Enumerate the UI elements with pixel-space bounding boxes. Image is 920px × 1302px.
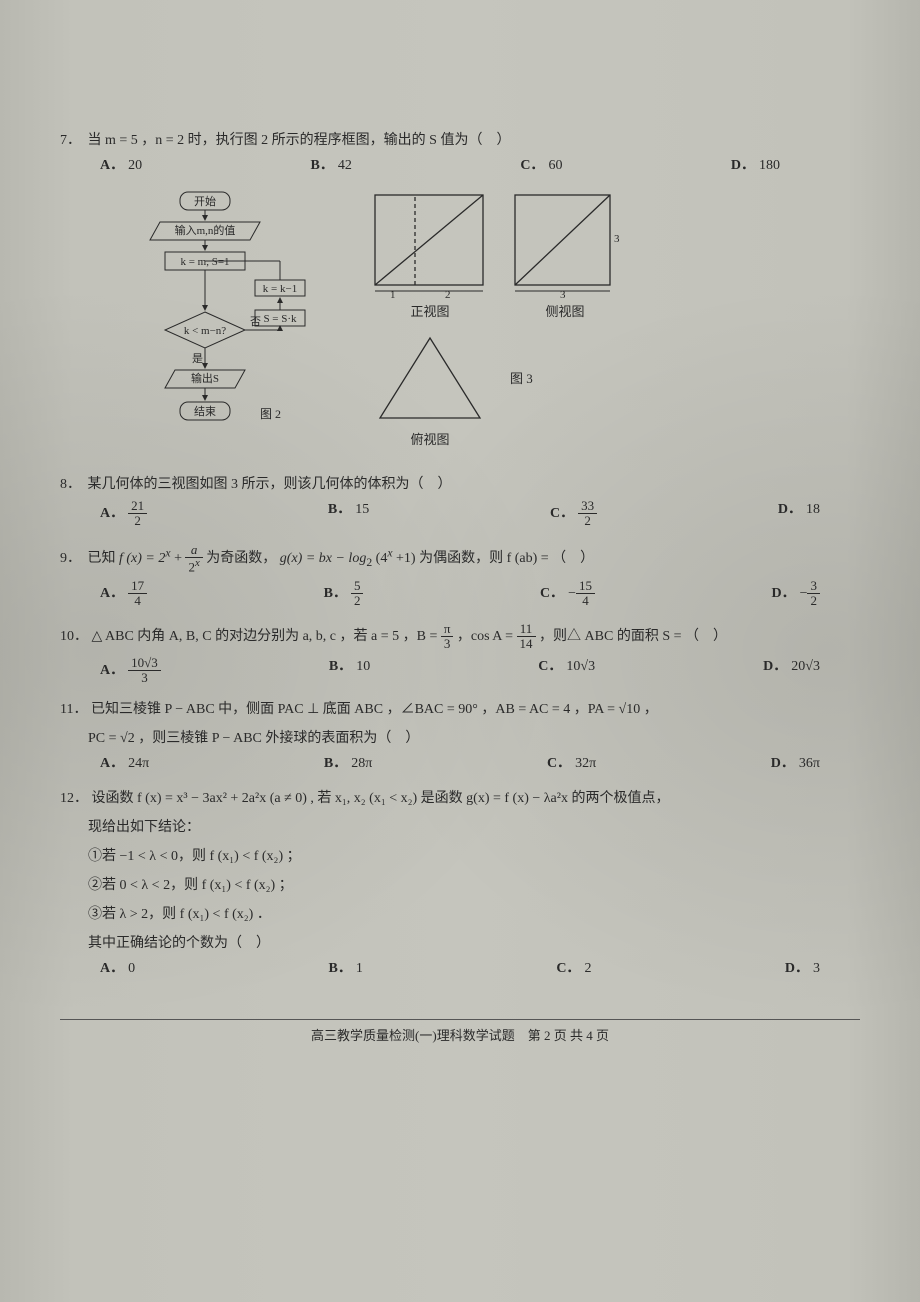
q10-opt-c: C．10√3 [538, 656, 595, 686]
front-view: 1 2 正视图 [370, 190, 490, 322]
q7-opt-a: A．20 [100, 155, 142, 176]
q10-opt-d: D．20√3 [763, 656, 820, 686]
svg-text:输出S: 输出S [191, 371, 219, 385]
q9-opt-b: B．52 [324, 579, 364, 609]
diagrams-row: 开始 输入m,n的值 k = m, S=1 k = k−1 S = S·k [100, 190, 860, 460]
side-view: 3 3 侧视图 [510, 190, 620, 322]
question-9: 9． 已知 f (x) = 2x + a2x 为奇函数， g(x) = bx −… [60, 543, 860, 609]
q7-opt-b: B．42 [311, 155, 352, 176]
svg-text:k < m−n?: k < m−n? [184, 325, 226, 337]
svg-text:图 2: 图 2 [260, 407, 281, 421]
flowchart-figure-2: 开始 输入m,n的值 k = m, S=1 k = k−1 S = S·k [100, 190, 330, 460]
question-11: 11． 已知三棱锥 P − ABC 中，侧面 PAC ⊥ 底面 ABC ，∠BA… [60, 699, 860, 774]
q7-num: 7． [60, 130, 84, 151]
q11-opt-c: C．32π [547, 753, 596, 774]
q8-options: A．212 B．15 C．332 D．18 [60, 499, 860, 529]
q9-opt-d: D．−32 [771, 579, 820, 609]
svg-text:开始: 开始 [194, 194, 216, 208]
svg-text:3: 3 [614, 233, 620, 245]
q9-options: A．174 B．52 C．−154 D．−32 [60, 579, 860, 609]
q10-opt-b: B．10 [329, 656, 370, 686]
q8-opt-b: B．15 [328, 499, 369, 529]
q7-opt-d: D．180 [731, 155, 780, 176]
footer-divider [60, 1019, 860, 1020]
q8-opt-a: A．212 [100, 499, 147, 529]
exam-page: 7． 当 m = 5 ，n = 2 时，执行图 2 所示的程序框图，输出的 S … [0, 0, 920, 1302]
q12-opt-a: A．0 [100, 958, 135, 979]
q12-opt-d: D．3 [785, 958, 820, 979]
q10-opt-a: A．10√33 [100, 656, 161, 686]
q11-opt-b: B．28π [324, 753, 372, 774]
q10-options: A．10√33 B．10 C．10√3 D．20√3 [60, 656, 860, 686]
svg-text:结束: 结束 [194, 405, 216, 418]
svg-text:k = k−1: k = k−1 [263, 283, 297, 295]
q11-opt-a: A．24π [100, 753, 149, 774]
q9-opt-a: A．174 [100, 579, 147, 609]
page-footer: 高三教学质量检测(一)理科数学试题 第 2 页 共 4 页 [60, 1026, 860, 1046]
q7-text: 当 m = 5 ，n = 2 时，执行图 2 所示的程序框图，输出的 S 值为（… [88, 133, 511, 148]
question-12: 12． 设函数 f (x) = x³ − 3ax² + 2a²x (a ≠ 0)… [60, 788, 860, 979]
q11-opt-d: D．36π [771, 753, 820, 774]
question-7: 7． 当 m = 5 ，n = 2 时，执行图 2 所示的程序框图，输出的 S … [60, 130, 860, 176]
q11-options: A．24π B．28π C．32π D．36π [60, 753, 860, 774]
q12-options: A．0 B．1 C．2 D．3 [60, 958, 860, 979]
svg-text:S = S·k: S = S·k [263, 313, 297, 325]
question-8: 8． 某几何体的三视图如图 3 所示，则该几何体的体积为（ ） A．212 B．… [60, 474, 860, 529]
q8-opt-d: D．18 [778, 499, 820, 529]
svg-text:输入m,n的值: 输入m,n的值 [175, 223, 236, 237]
q12-opt-b: B．1 [329, 958, 363, 979]
question-10: 10． △ ABC 内角 A, B, C 的对边分别为 a, b, c ，若 a… [60, 622, 860, 685]
fig3-caption: 图 3 [510, 369, 533, 409]
q9-opt-c: C．−154 [540, 579, 595, 609]
three-views-figure-3: 1 2 正视图 3 [370, 190, 620, 449]
svg-text:k = m, S=1: k = m, S=1 [180, 256, 229, 268]
q8-opt-c: C．332 [550, 499, 597, 529]
svg-text:否: 否 [250, 316, 261, 328]
svg-text:是: 是 [192, 352, 203, 365]
q12-opt-c: C．2 [556, 958, 591, 979]
q7-options: A．20 B．42 C．60 D．180 [60, 155, 860, 176]
top-view: 俯视图 [370, 328, 490, 450]
q7-opt-c: C．60 [520, 155, 562, 176]
